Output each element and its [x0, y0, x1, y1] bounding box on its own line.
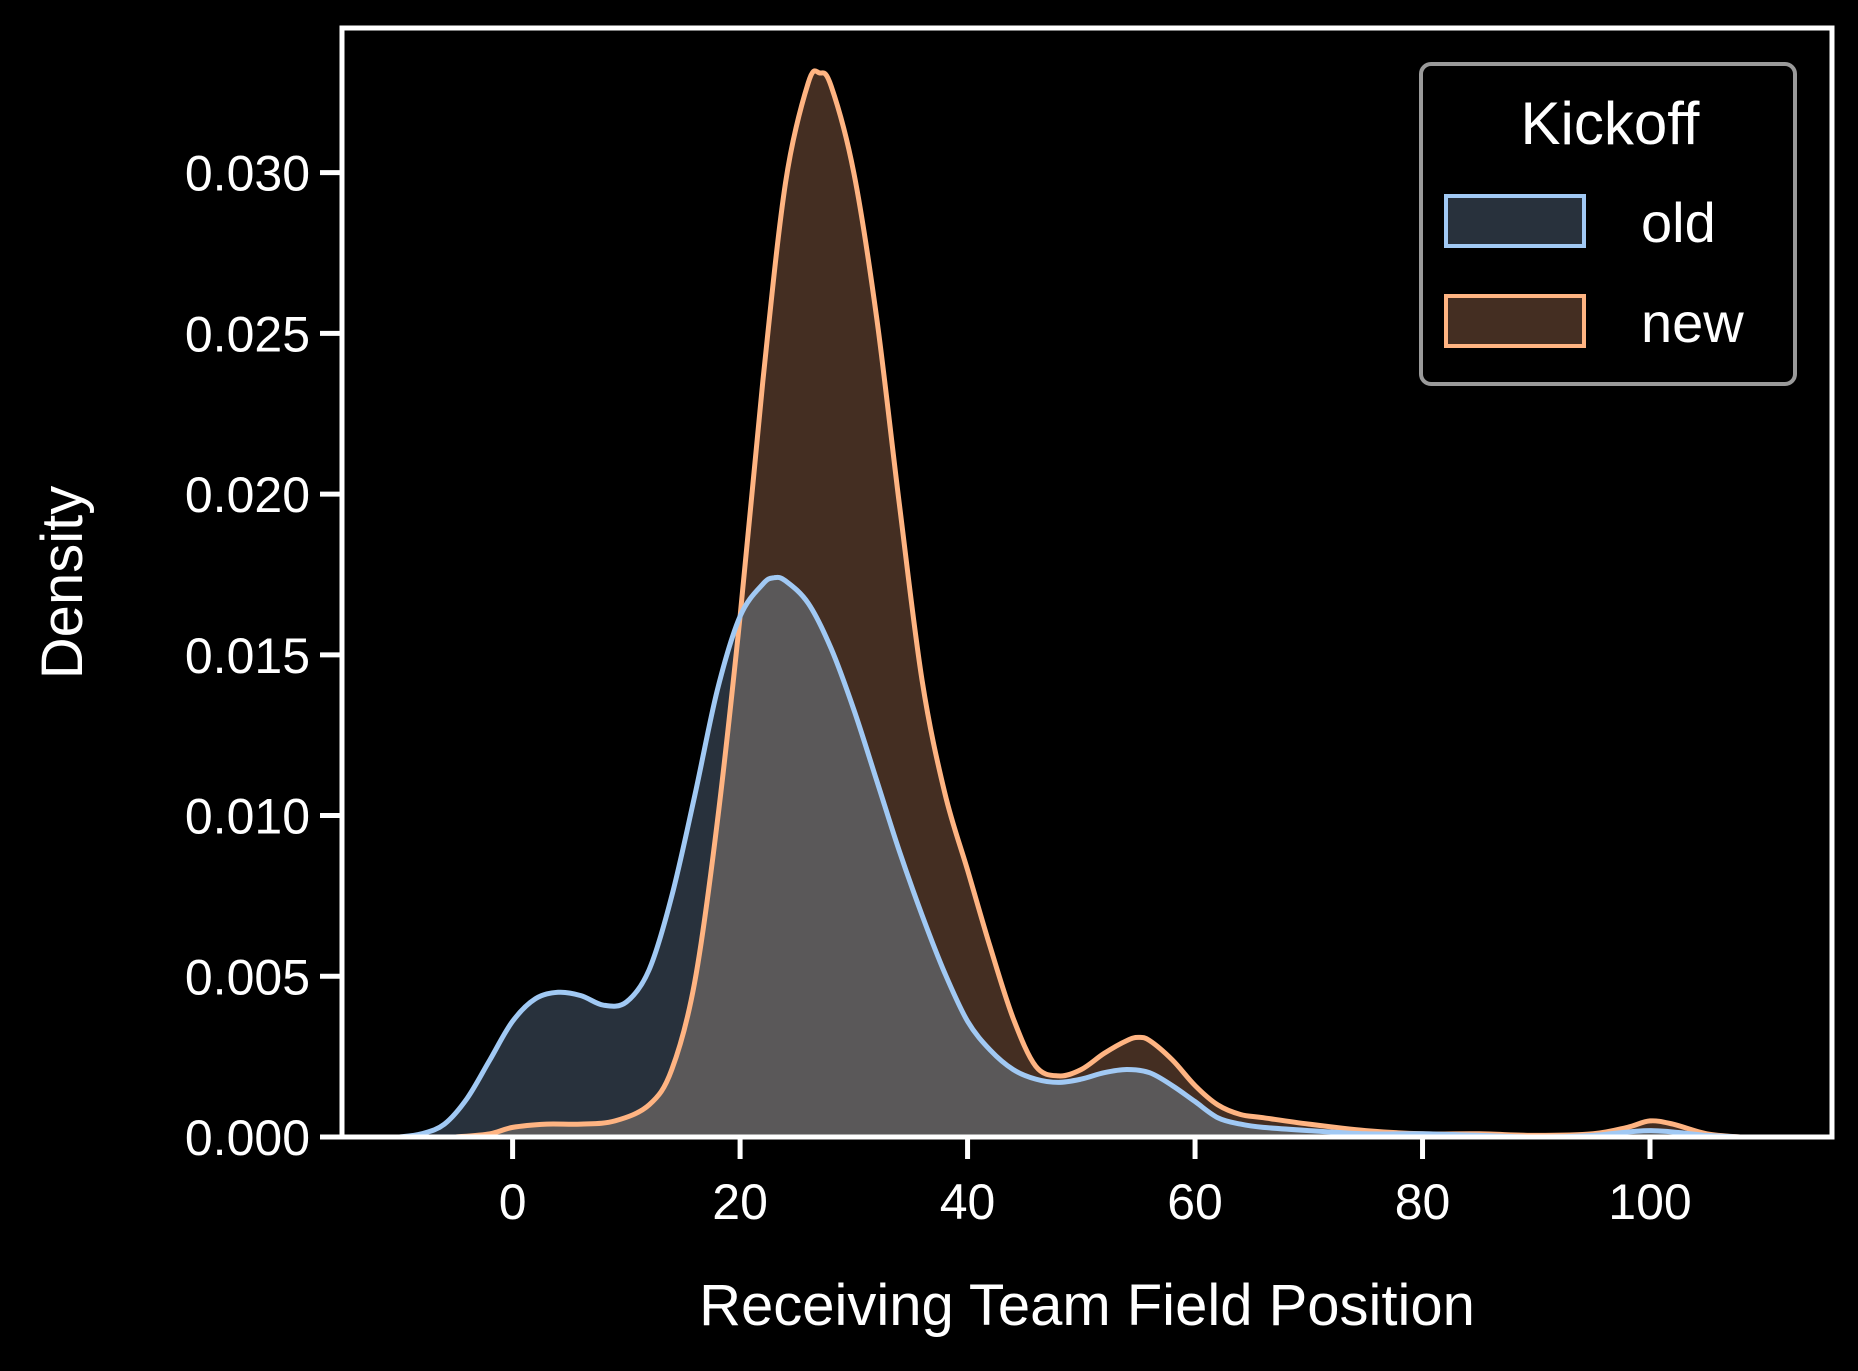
y-tick-label: 0.020 — [185, 467, 310, 523]
density-overlap — [455, 577, 1741, 1137]
x-tick-label: 40 — [940, 1174, 996, 1230]
x-tick-label: 0 — [499, 1174, 527, 1230]
y-tick-label: 0.010 — [185, 789, 310, 845]
legend-swatch-new — [1444, 294, 1586, 348]
legend: Kickoff old new — [1419, 62, 1797, 386]
legend-items: old new — [1444, 191, 1744, 354]
x-tick-label: 100 — [1608, 1174, 1691, 1230]
y-axis: 0.000 0.005 0.010 0.015 0.020 0.025 0.030 — [185, 146, 342, 1166]
y-axis-label: Density — [30, 486, 95, 679]
x-axis-label: Receiving Team Field Position — [699, 1273, 1475, 1338]
density-fills — [398, 70, 1742, 1138]
legend-label-old: old — [1641, 191, 1716, 254]
y-tick-label: 0.005 — [185, 949, 310, 1005]
y-tick-label: 0.000 — [185, 1110, 310, 1166]
density-lines — [398, 68, 1742, 1140]
x-tick-label: 60 — [1167, 1174, 1223, 1230]
y-tick-label: 0.025 — [185, 306, 310, 362]
legend-title: Kickoff — [1521, 90, 1700, 157]
x-axis: 0 20 40 60 80 100 — [499, 1137, 1692, 1230]
legend-swatch-old — [1444, 194, 1586, 248]
x-tick-label: 20 — [712, 1174, 768, 1230]
density-line-old — [398, 574, 1742, 1140]
plot-area — [339, 25, 1835, 1140]
plot-frame — [339, 25, 1835, 1140]
y-tick-label: 0.015 — [185, 628, 310, 684]
y-tick-label: 0.030 — [185, 146, 310, 202]
legend-label-new: new — [1641, 291, 1744, 354]
x-tick-label: 80 — [1395, 1174, 1451, 1230]
